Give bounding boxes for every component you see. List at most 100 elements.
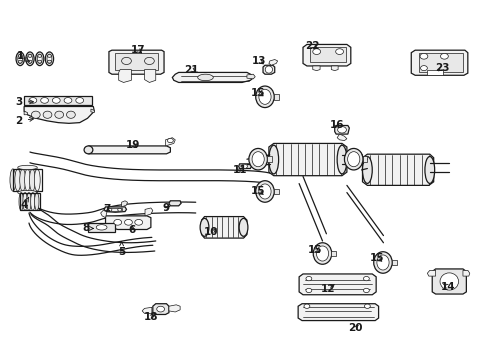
Text: 14: 14 [440,282,455,292]
Polygon shape [330,66,337,71]
Ellipse shape [26,52,34,66]
Bar [273,189,278,194]
Circle shape [335,49,343,54]
Ellipse shape [264,66,272,73]
Text: 23: 23 [434,63,448,73]
Circle shape [47,54,51,57]
Ellipse shape [18,190,37,195]
Text: 2: 2 [16,116,34,126]
Polygon shape [142,307,152,314]
Text: 18: 18 [143,312,158,322]
Circle shape [38,54,41,57]
Polygon shape [104,207,126,212]
Polygon shape [201,217,246,238]
Ellipse shape [313,243,331,264]
Text: 10: 10 [203,227,218,237]
Bar [88,223,115,232]
Bar [20,193,40,211]
Polygon shape [238,164,251,168]
Bar [391,260,396,265]
Text: 4: 4 [20,197,29,210]
Ellipse shape [34,169,40,191]
Circle shape [144,57,154,64]
Text: 7: 7 [103,204,110,215]
Text: 9: 9 [163,203,170,213]
Bar [24,96,92,105]
Text: 12: 12 [321,284,335,294]
Polygon shape [168,305,180,312]
Ellipse shape [20,169,25,191]
Ellipse shape [336,145,346,174]
Polygon shape [24,107,94,123]
Polygon shape [334,126,348,134]
Circle shape [18,54,22,57]
Ellipse shape [258,89,270,104]
Polygon shape [298,304,378,320]
Polygon shape [299,274,375,295]
Polygon shape [105,216,151,229]
Text: 15: 15 [307,245,322,255]
Ellipse shape [19,193,23,211]
Circle shape [28,54,32,57]
Polygon shape [109,50,163,74]
Polygon shape [362,154,433,185]
Ellipse shape [439,273,458,290]
Polygon shape [410,50,467,75]
Ellipse shape [41,98,48,103]
Ellipse shape [255,86,274,108]
Circle shape [420,66,427,71]
Circle shape [122,57,131,64]
Circle shape [419,53,427,59]
Ellipse shape [16,52,24,66]
Polygon shape [336,134,346,140]
Ellipse shape [96,225,107,230]
Text: 20: 20 [348,323,362,333]
Circle shape [440,53,447,59]
Ellipse shape [15,169,20,191]
Ellipse shape [31,193,35,211]
Circle shape [157,306,164,312]
Polygon shape [246,74,255,79]
Text: 15: 15 [250,186,265,197]
Circle shape [28,60,32,63]
Text: 11: 11 [232,165,246,175]
Ellipse shape [344,148,362,170]
Ellipse shape [10,169,16,191]
Ellipse shape [24,169,30,191]
Polygon shape [427,69,443,75]
Bar [362,156,366,162]
Polygon shape [431,269,466,294]
Circle shape [241,164,247,168]
Circle shape [135,220,142,225]
Ellipse shape [373,252,391,273]
Circle shape [18,60,22,63]
Bar [13,169,42,191]
Polygon shape [418,53,462,72]
Ellipse shape [29,169,35,191]
Circle shape [118,208,122,211]
Polygon shape [268,59,277,65]
Circle shape [364,304,369,309]
Polygon shape [24,111,27,115]
Circle shape [114,220,122,225]
Polygon shape [144,69,156,82]
Ellipse shape [52,98,60,103]
Ellipse shape [64,98,72,103]
Text: 16: 16 [329,121,344,130]
Ellipse shape [197,74,213,81]
Ellipse shape [66,111,75,118]
Bar [266,156,271,162]
Polygon shape [303,44,350,66]
Ellipse shape [251,152,264,167]
Text: 15: 15 [369,253,384,263]
Polygon shape [115,53,158,69]
Polygon shape [119,69,131,82]
Ellipse shape [239,219,247,236]
Ellipse shape [36,52,44,66]
Ellipse shape [18,54,22,63]
Ellipse shape [55,111,63,118]
Circle shape [108,208,112,211]
Ellipse shape [31,111,40,118]
Ellipse shape [18,165,37,170]
Circle shape [167,138,173,143]
